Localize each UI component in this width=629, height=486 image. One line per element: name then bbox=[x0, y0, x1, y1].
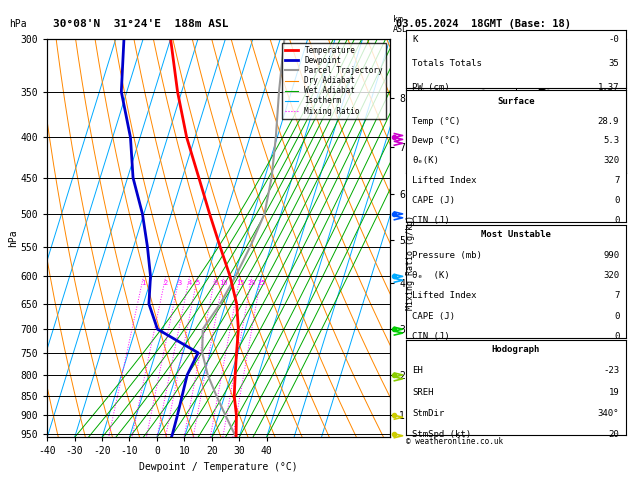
Text: CIN (J): CIN (J) bbox=[413, 215, 450, 225]
Text: StmDir: StmDir bbox=[413, 409, 445, 418]
Text: Lifted Index: Lifted Index bbox=[413, 176, 477, 185]
Text: km
ASL: km ASL bbox=[393, 15, 408, 34]
Text: 990: 990 bbox=[603, 251, 619, 260]
Text: 10: 10 bbox=[220, 280, 228, 286]
Text: Lifted Index: Lifted Index bbox=[413, 291, 477, 300]
Text: 19: 19 bbox=[608, 388, 619, 397]
Text: 03.05.2024  18GMT (Base: 18): 03.05.2024 18GMT (Base: 18) bbox=[396, 19, 571, 29]
Text: 3: 3 bbox=[177, 280, 182, 286]
Text: 30°08'N  31°24'E  188m ASL: 30°08'N 31°24'E 188m ASL bbox=[53, 19, 229, 29]
Text: 8: 8 bbox=[213, 280, 217, 286]
Text: PW (cm): PW (cm) bbox=[413, 83, 450, 92]
Text: CIN (J): CIN (J) bbox=[413, 332, 450, 341]
Text: 7: 7 bbox=[614, 291, 619, 300]
Text: Pressure (mb): Pressure (mb) bbox=[413, 251, 482, 260]
Text: Surface: Surface bbox=[497, 97, 535, 106]
Text: Totals Totals: Totals Totals bbox=[413, 59, 482, 68]
Text: CAPE (J): CAPE (J) bbox=[413, 196, 455, 205]
Text: Mixing Ratio (g/kg): Mixing Ratio (g/kg) bbox=[406, 215, 415, 310]
Text: 2: 2 bbox=[164, 280, 168, 286]
Text: K: K bbox=[413, 35, 418, 44]
Text: θₑ  (K): θₑ (K) bbox=[413, 271, 450, 280]
Text: 15: 15 bbox=[236, 280, 244, 286]
Text: 5: 5 bbox=[196, 280, 200, 286]
Text: 0: 0 bbox=[614, 312, 619, 321]
Text: 20: 20 bbox=[248, 280, 256, 286]
Text: 1: 1 bbox=[142, 280, 146, 286]
Text: 320: 320 bbox=[603, 156, 619, 165]
Text: 20: 20 bbox=[608, 430, 619, 439]
Text: 320: 320 bbox=[603, 271, 619, 280]
Text: hPa: hPa bbox=[9, 19, 27, 29]
Text: 25: 25 bbox=[257, 280, 265, 286]
Text: kt: kt bbox=[411, 42, 421, 52]
Text: Dewp (°C): Dewp (°C) bbox=[413, 137, 460, 145]
Text: 7: 7 bbox=[614, 176, 619, 185]
X-axis label: Dewpoint / Temperature (°C): Dewpoint / Temperature (°C) bbox=[139, 462, 298, 472]
Y-axis label: hPa: hPa bbox=[8, 229, 18, 247]
Text: 1.37: 1.37 bbox=[598, 83, 619, 92]
Text: 5.3: 5.3 bbox=[603, 137, 619, 145]
Text: EH: EH bbox=[413, 366, 423, 375]
Text: 0: 0 bbox=[614, 215, 619, 225]
Text: SREH: SREH bbox=[413, 388, 434, 397]
Text: 28.9: 28.9 bbox=[598, 117, 619, 126]
Text: 4: 4 bbox=[187, 280, 192, 286]
Text: -23: -23 bbox=[603, 366, 619, 375]
Text: 0: 0 bbox=[614, 196, 619, 205]
Text: 340°: 340° bbox=[598, 409, 619, 418]
Text: Most Unstable: Most Unstable bbox=[481, 230, 551, 239]
Text: Hodograph: Hodograph bbox=[492, 345, 540, 354]
Legend: Temperature, Dewpoint, Parcel Trajectory, Dry Adiabat, Wet Adiabat, Isotherm, Mi: Temperature, Dewpoint, Parcel Trajectory… bbox=[282, 43, 386, 119]
Text: CAPE (J): CAPE (J) bbox=[413, 312, 455, 321]
Text: StmSpd (kt): StmSpd (kt) bbox=[413, 430, 471, 439]
Text: © weatheronline.co.uk: © weatheronline.co.uk bbox=[406, 437, 503, 447]
Text: 0: 0 bbox=[614, 332, 619, 341]
Text: 35: 35 bbox=[608, 59, 619, 68]
Text: -0: -0 bbox=[608, 35, 619, 44]
Text: θₑ(K): θₑ(K) bbox=[413, 156, 439, 165]
Text: Temp (°C): Temp (°C) bbox=[413, 117, 460, 126]
